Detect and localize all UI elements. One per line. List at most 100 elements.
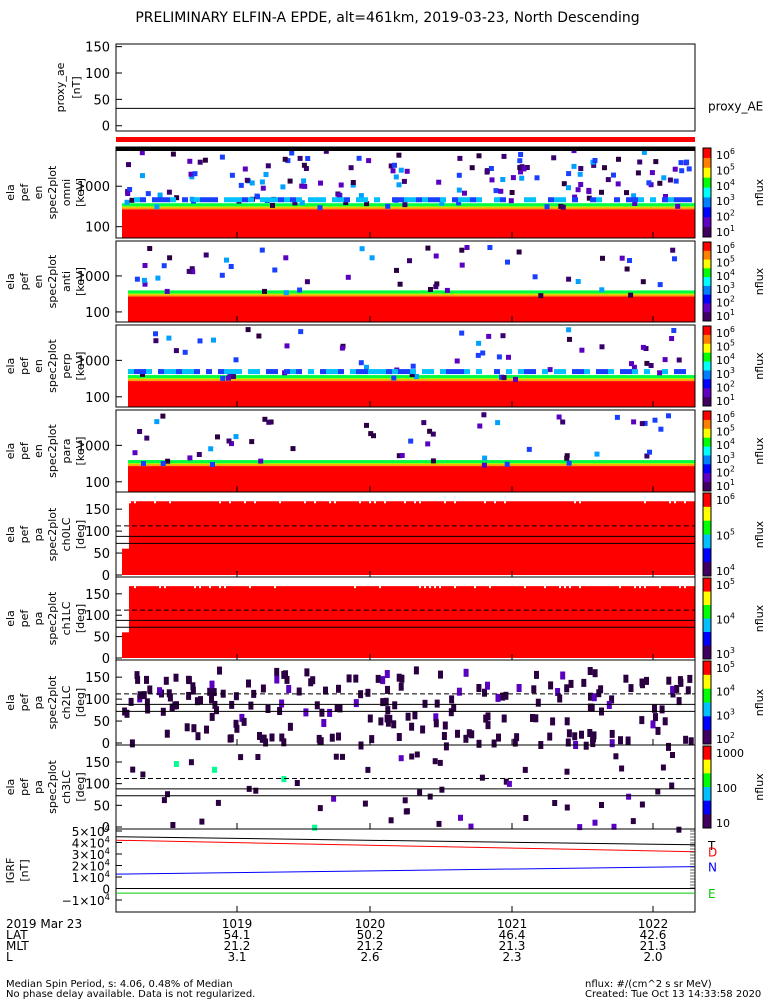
pa-pixel [611,823,617,830]
spec-pixel [680,369,686,375]
pa-pixel [436,820,442,827]
spec-pixel [402,202,408,208]
colorbar-tick-label: 101 [716,308,735,323]
pa-pixel [613,753,619,760]
spec-pixel [160,461,166,466]
colorbar-segment [703,645,711,660]
spec-pixel [124,199,130,205]
pa-gap [484,501,486,504]
spec-pixel [226,438,232,444]
pa-pixel [438,670,443,679]
spec-pixel [586,189,592,195]
pa-pixel [147,685,153,694]
pa-pixel [592,819,598,826]
spec-pixel [140,371,145,377]
pa-pixel [516,684,522,692]
colorbar-label: nflux [753,688,766,716]
colorbar-segment [703,773,711,788]
spec-pixel [500,177,506,182]
pa-pixel [353,699,359,708]
pa-pixel [564,717,570,726]
x-tick-mlt: 21.2 [224,939,251,953]
pa-pixel [198,696,203,705]
spec-pixel [544,204,550,210]
spec-pixel [440,197,446,203]
spec-pixel [391,375,397,381]
colorbar-tick-label: 101 [716,393,735,408]
y-axis-label: omni [60,179,73,206]
pa-pixel [317,805,323,812]
spec-pixel [653,159,659,165]
spec-pixel [396,182,402,188]
pa-pixel [248,701,254,710]
spec-pixel [572,194,578,200]
colorbar-segment [703,370,711,380]
spec-pixel [339,345,345,351]
pa-pixel [666,676,672,685]
spec-pixel [619,255,625,261]
spec-pixel [299,183,305,189]
spec-pixel [359,246,365,252]
pa-gap [679,586,681,589]
spec-pixel [174,195,180,201]
pa-pixel [134,671,140,680]
colorbar-segment [703,259,711,269]
spec-pixel [542,369,548,375]
spec-pixel [270,202,275,208]
pa-gap [134,586,136,589]
series-label-D: D [708,846,717,860]
spec-pixel [560,369,566,375]
pa-pixel [685,686,691,695]
spec-pixel [350,180,356,185]
spec-pixel [336,192,342,198]
spec-pixel [278,197,284,203]
spec-pixel [396,152,402,158]
colorbar-tick-label: 103 [716,707,735,722]
spec-pixel [398,197,404,203]
colorbar-tick-label: 104 [716,178,735,193]
pa-pixel [506,780,512,787]
spec-pixel [146,369,152,375]
spec-pixel [210,462,215,467]
pa-pixel [548,681,554,690]
x-tick-mlt: 21.3 [640,939,667,953]
spec-pixel [153,331,158,337]
pa-gap [684,586,686,589]
spec-pixel [575,279,581,284]
red-marker-bar [116,137,695,142]
spec-green-band [122,203,695,207]
spec-pixel [433,284,439,290]
spec-orange-band [122,207,695,210]
y-tick-label: 50 [93,547,110,562]
spec-pixel [126,162,131,168]
pa-pixel [388,817,394,824]
spec-pixel [602,165,607,171]
spec-pixel [658,426,664,432]
pa-pixel [173,673,179,682]
colorbar-tick-label: 1000 [716,747,744,760]
spec-pixel [392,369,398,375]
y-axis-label: [keV] [74,267,87,296]
spec-pixel [452,369,458,375]
spec-pixel [259,247,265,253]
pa-pixel [385,685,390,694]
pa-pixel [417,789,423,796]
pa-pixel [476,739,482,748]
spec-pixel [676,357,682,363]
spec-pixel [283,255,289,261]
spec-pixel [554,369,560,375]
spec-pixel [517,158,523,164]
spec-pixel [182,197,188,203]
y-tick-label: 50 [93,799,110,814]
panel-frame [115,146,696,239]
pa-gap [129,501,131,504]
spec-pixel [667,177,673,183]
spec-pixel [228,264,234,269]
pa-pixel [253,787,259,794]
pa-pixel [318,737,324,746]
y-tick-label: 100 [85,306,110,321]
spec-pixel [487,245,493,250]
pa-pixel [199,818,205,825]
pa-gap [634,586,636,589]
spec-pixel [566,327,572,333]
